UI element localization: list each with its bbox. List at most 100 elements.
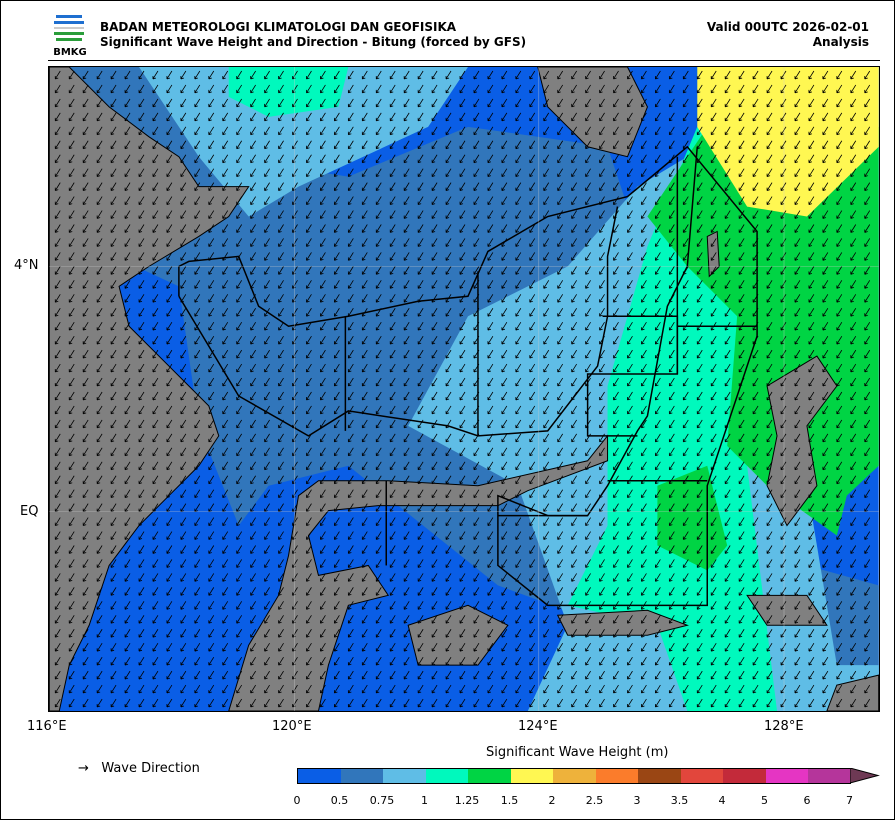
- wave-arrow: [808, 531, 815, 540]
- wave-arrow: [334, 126, 340, 136]
- wave-arrow: [54, 545, 61, 554]
- wave-arrow: [417, 405, 424, 415]
- wave-arrow: [96, 154, 103, 164]
- wave-arrow: [864, 517, 871, 526]
- wave-arrow: [599, 224, 605, 233]
- wave-arrow: [431, 266, 438, 275]
- wave-arrow: [627, 391, 633, 401]
- wave-arrow: [54, 670, 61, 680]
- wave-arrow: [655, 433, 661, 443]
- wave-arrow: [250, 433, 256, 443]
- wave-arrow: [613, 168, 619, 178]
- wave-arrow: [250, 391, 256, 401]
- wave-arrow: [264, 475, 270, 485]
- wave-arrow: [431, 391, 438, 401]
- wave-arrow: [710, 391, 717, 401]
- wave-arrow: [54, 321, 61, 331]
- wave-arrow: [264, 545, 270, 554]
- wave-arrow: [808, 475, 815, 485]
- wave-arrow: [110, 154, 117, 164]
- wave-arrow: [822, 684, 829, 694]
- wave-arrow: [306, 308, 312, 317]
- wave-arrow: [487, 294, 494, 303]
- wave-arrow: [82, 335, 89, 345]
- wave-arrow: [264, 656, 270, 666]
- wave-arrow: [320, 335, 326, 345]
- wave-arrow: [808, 140, 815, 150]
- wave-arrow: [68, 70, 75, 80]
- wave-arrow: [68, 433, 75, 443]
- wave-arrow: [752, 98, 759, 108]
- wave-arrow: [599, 154, 605, 164]
- wave-arrow: [222, 559, 229, 568]
- wave-arrow: [417, 224, 424, 233]
- wave-arrow: [264, 559, 270, 568]
- wave-arrow: [278, 642, 284, 652]
- wave-arrow: [571, 587, 577, 596]
- wave-arrow: [766, 698, 773, 708]
- wave-arrow: [780, 98, 787, 108]
- wave-arrow: [250, 377, 256, 387]
- wave-arrow: [54, 629, 61, 638]
- wave-arrow: [194, 489, 201, 499]
- wave-arrow: [166, 98, 173, 108]
- wave-arrow: [320, 405, 326, 415]
- wave-arrow: [766, 294, 773, 303]
- wave-arrow: [138, 349, 145, 359]
- wave-arrow: [571, 629, 577, 638]
- wave-arrow: [794, 573, 801, 582]
- wave-arrow: [152, 140, 159, 150]
- wave-arrow: [306, 670, 312, 680]
- wave-arrow: [501, 531, 508, 540]
- wave-arrow: [627, 196, 633, 205]
- wave-arrow: [864, 545, 871, 554]
- zone-0.75-1: [139, 67, 468, 217]
- wave-arrow: [278, 363, 284, 373]
- wave-arrow: [278, 112, 284, 122]
- wave-arrow: [361, 559, 368, 568]
- wave-arrow: [152, 461, 159, 471]
- wave-arrow: [152, 489, 159, 499]
- wave-arrow: [54, 587, 61, 596]
- wave-arrow: [808, 126, 815, 136]
- wave-arrow: [752, 196, 759, 205]
- wave-arrow: [738, 405, 745, 415]
- wave-arrow: [682, 349, 689, 359]
- wave-arrow: [864, 280, 871, 289]
- wave-arrow: [138, 573, 145, 582]
- wave-arrow: [264, 321, 270, 331]
- wave-arrow: [320, 615, 326, 624]
- wave-arrow: [292, 461, 298, 471]
- zone-1.25-1.5: [657, 465, 728, 571]
- wave-arrow: [696, 559, 703, 568]
- wave-arrow: [696, 335, 703, 345]
- wave-arrow: [655, 377, 661, 387]
- wave-arrow: [724, 168, 731, 178]
- wave-arrow: [529, 698, 536, 708]
- wave-arrow: [766, 377, 773, 387]
- wave-arrow: [473, 531, 480, 540]
- colorbar-bin: [808, 769, 851, 783]
- wave-arrow: [766, 335, 773, 345]
- wave-arrow: [96, 168, 103, 178]
- wave-arrow: [682, 126, 689, 136]
- wave-arrow: [487, 642, 494, 652]
- wave-arrow: [194, 419, 201, 429]
- wave-arrow: [96, 266, 103, 275]
- wave-arrow: [473, 252, 480, 261]
- wave-arrow: [752, 629, 759, 638]
- wave-arrow: [501, 405, 508, 415]
- wave-arrow: [236, 615, 243, 624]
- wave-arrow: [124, 98, 131, 108]
- wave-arrow: [403, 642, 410, 652]
- wave-arrow: [347, 545, 354, 554]
- wave-arrow: [487, 168, 494, 178]
- wave-arrow: [557, 112, 564, 122]
- wave-arrow: [655, 238, 661, 247]
- wave-arrow: [152, 210, 159, 219]
- wave-arrow: [808, 447, 815, 457]
- wave-arrow: [682, 642, 689, 652]
- wave-arrow: [696, 84, 703, 94]
- wave-arrow: [710, 642, 717, 652]
- wave-arrow: [599, 698, 605, 708]
